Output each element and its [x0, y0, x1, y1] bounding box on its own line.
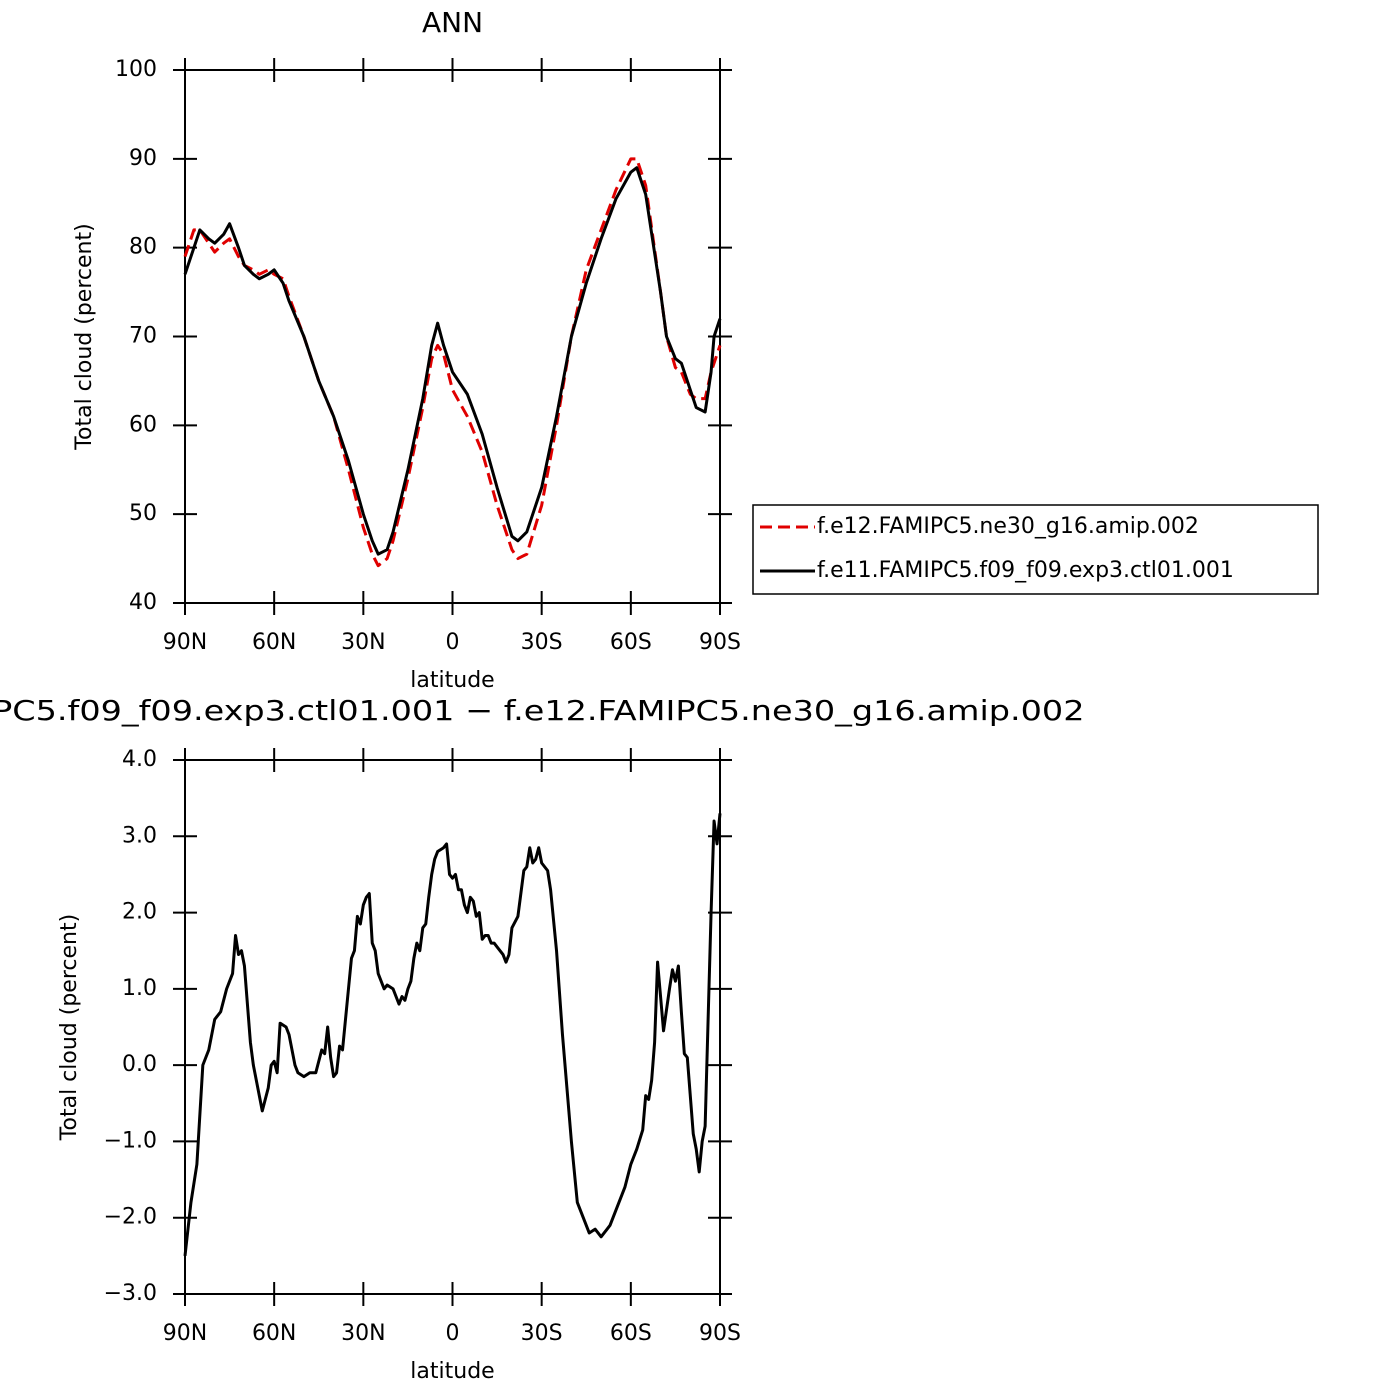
x-tick-label: 90S: [699, 1321, 741, 1346]
x-tick-label: 30N: [341, 630, 385, 655]
x-tick-label: 30N: [341, 1321, 385, 1346]
y-tick-label: 100: [115, 57, 157, 82]
x-tick-label: 30S: [521, 1321, 563, 1346]
legend-label: f.e12.FAMIPC5.ne30_g16.amip.002: [817, 514, 1199, 539]
x-tick-label: 0: [446, 1321, 460, 1346]
y-tick-label: 40: [129, 590, 157, 615]
x-tick-label: 60N: [252, 630, 296, 655]
y-tick-label: 4.0: [122, 747, 157, 772]
panel: f.e11.FAMIPC5.f09_f09.exp3.ctl01.001 − f…: [0, 694, 1085, 1384]
chart-title: ANN: [422, 6, 483, 39]
legend: f.e12.FAMIPC5.ne30_g16.amip.002 f.e11.FAM…: [752, 504, 1319, 595]
y-tick-label: 1.0: [122, 976, 157, 1001]
data-line: [183, 166, 722, 556]
data-line: [183, 813, 722, 1257]
y-axis-label: Total cloud (percent): [72, 223, 97, 450]
y-tick-label: −2.0: [104, 1205, 157, 1230]
y-tick-label: 70: [129, 324, 157, 349]
y-tick-label: 80: [129, 235, 157, 260]
data-line: [183, 157, 722, 568]
legend-box: [752, 504, 1319, 595]
y-tick-label: 90: [129, 146, 157, 171]
legend-label: f.e11.FAMIPC5.f09_f09.exp3.ctl01.001: [817, 558, 1234, 583]
y-tick-label: −1.0: [104, 1128, 157, 1153]
y-tick-label: 2.0: [122, 900, 157, 925]
x-tick-label: 90S: [699, 630, 741, 655]
x-tick-label: 0: [446, 630, 460, 655]
panel: ANN latitude Total cloud (percent) 40 50 60 70…: [72, 6, 1319, 693]
chart-title: f.e11.FAMIPC5.f09_f09.exp3.ctl01.001 − f…: [0, 694, 1085, 727]
x-tick-label: 30S: [521, 630, 563, 655]
x-tick-label: 60N: [252, 1321, 296, 1346]
x-tick-label: 60S: [610, 1321, 652, 1346]
y-tick-label: 50: [129, 501, 157, 526]
y-tick-label: 60: [129, 412, 157, 437]
y-tick-label: 0.0: [122, 1052, 157, 1077]
x-axis-label: latitude: [410, 668, 494, 693]
y-axis-label: Total cloud (percent): [57, 914, 82, 1141]
x-axis-label: latitude: [410, 1359, 494, 1384]
y-tick-label: −3.0: [104, 1281, 157, 1306]
plot-frame: [184, 69, 721, 604]
x-tick-label: 90N: [163, 630, 207, 655]
y-tick-label: 3.0: [122, 823, 157, 848]
plot-frame: [184, 759, 721, 1295]
x-tick-label: 60S: [610, 630, 652, 655]
x-tick-label: 90N: [163, 1321, 207, 1346]
